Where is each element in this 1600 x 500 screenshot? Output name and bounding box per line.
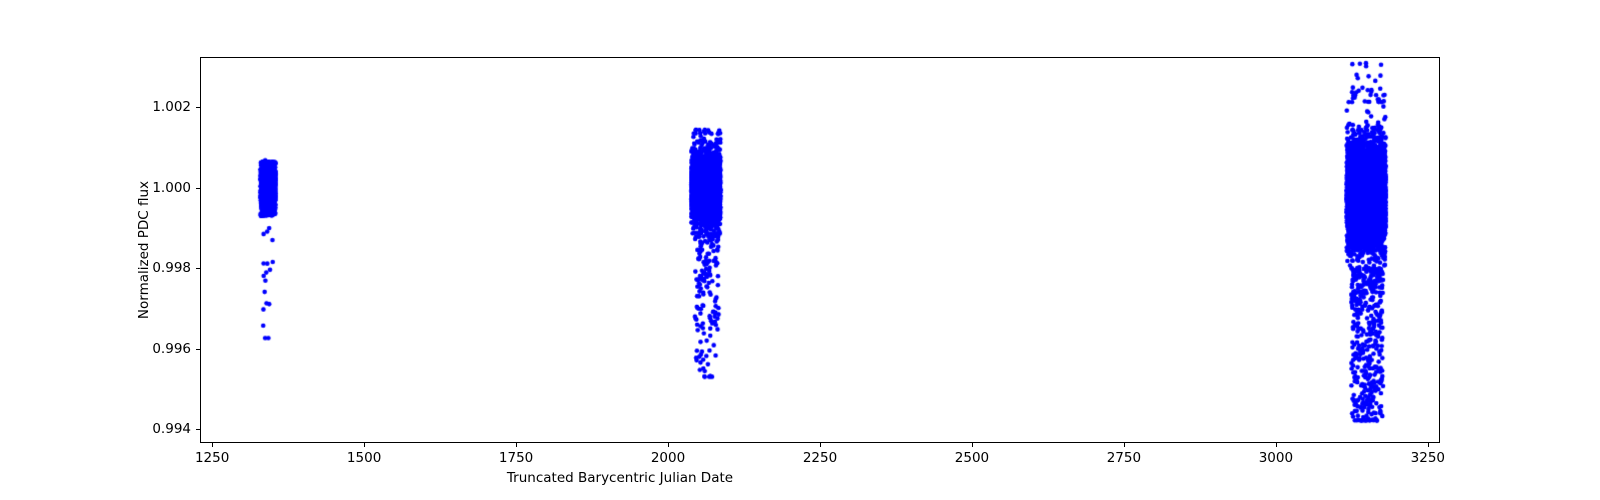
y-tick-label: 0.998: [152, 260, 191, 277]
x-tick-mark: [1275, 443, 1277, 447]
plot-axes-frame: [200, 57, 1440, 443]
x-tick-label: 1750: [498, 450, 534, 466]
x-tick-label: 1250: [194, 450, 230, 466]
scatter-plot-data-area: [201, 58, 1439, 442]
x-tick-label: 2750: [1106, 450, 1142, 466]
y-axis-label: Normalized PDC flux: [136, 180, 152, 320]
x-tick-mark: [516, 443, 518, 447]
y-tick-mark: [196, 268, 200, 270]
x-tick-label: 3250: [1410, 450, 1445, 466]
y-tick-label: 1.002: [152, 99, 191, 116]
y-tick-mark: [196, 428, 200, 430]
x-tick-label: 2250: [802, 450, 838, 466]
x-tick-label: 2000: [650, 450, 686, 466]
x-axis-label-text: Truncated Barycentric Julian Date: [506, 470, 734, 486]
x-tick-mark: [971, 443, 973, 447]
x-tick-mark: [364, 443, 366, 447]
x-tick-mark: [668, 443, 670, 447]
y-tick-label: 1.000: [152, 179, 191, 196]
x-tick-mark: [1123, 443, 1125, 447]
y-tick-mark: [196, 187, 200, 189]
x-tick-mark: [820, 443, 821, 447]
x-axis-label: Truncated Barycentric Julian Date: [0, 470, 1600, 486]
x-tick-label: 3000: [1258, 450, 1294, 466]
y-tick-label: 0.996: [152, 340, 191, 357]
y-tick-mark: [196, 107, 200, 109]
x-tick-label: 1500: [346, 450, 382, 466]
y-tick-mark: [196, 348, 200, 350]
x-tick-mark: [212, 443, 214, 447]
x-tick-mark: [1427, 443, 1429, 447]
y-tick-label: 0.994: [152, 420, 191, 437]
x-tick-label: 2500: [954, 450, 990, 466]
